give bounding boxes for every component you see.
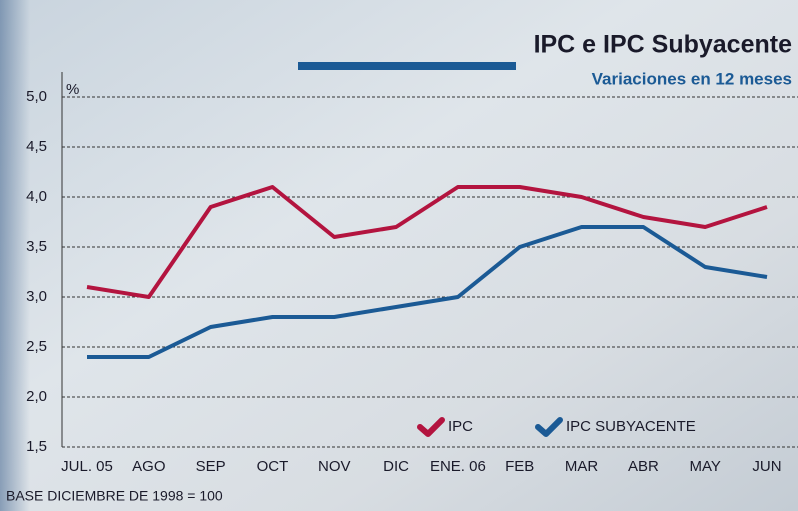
y-tick-label: 4,5: [26, 138, 47, 155]
y-axis-unit: %: [66, 81, 79, 98]
x-tick-label: JUL. 05: [61, 458, 113, 475]
y-tick-label: 2,5: [26, 338, 47, 355]
chart: IPC e IPC Subyacente Variaciones en 12 m…: [0, 0, 798, 511]
chart-title: IPC e IPC Subyacente: [534, 31, 793, 59]
y-tick-label: 3,5: [26, 238, 47, 255]
x-tick-label: SEP: [196, 458, 226, 475]
legend-label: IPC SUBYACENTE: [566, 418, 696, 435]
chart-subtitle: Variaciones en 12 meses: [592, 69, 792, 88]
note: BASE DICIEMBRE DE 1998 = 100: [6, 488, 223, 504]
title-bar: [298, 62, 516, 70]
y-tick-label: 3,0: [26, 288, 47, 305]
x-tick-label: MAY: [689, 458, 720, 475]
y-tick-label: 1,5: [26, 438, 47, 455]
x-tick-label: JUN: [752, 458, 781, 475]
legend-label: IPC: [448, 418, 473, 435]
x-tick-label: ENE. 06: [430, 458, 486, 475]
y-tick-label: 2,0: [26, 388, 47, 405]
x-tick-label: DIC: [383, 458, 409, 475]
x-tick-label: MAR: [565, 458, 599, 475]
x-tick-label: FEB: [505, 458, 534, 475]
y-tick-label: 4,0: [26, 188, 47, 205]
y-tick-label: 5,0: [26, 88, 47, 105]
x-tick-label: OCT: [257, 458, 289, 475]
background-edge: [0, 0, 30, 511]
x-tick-label: NOV: [318, 458, 351, 475]
x-tick-label: ABR: [628, 458, 659, 475]
x-tick-label: AGO: [132, 458, 165, 475]
